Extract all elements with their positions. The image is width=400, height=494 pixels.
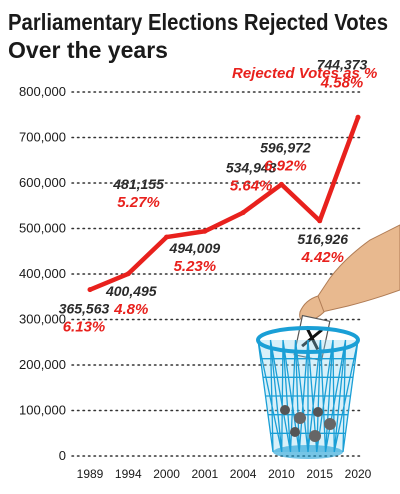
y-axis-ticks: 800,000 700,000 600,000 500,000 400,000 300,0… bbox=[19, 84, 66, 463]
data-labels: 365,563 6.13% 400,495 4.8% 481,155 5.27% 494,0… bbox=[59, 56, 368, 335]
x-tick-label: 1994 bbox=[115, 467, 142, 481]
value-label: 494,009 bbox=[169, 240, 221, 256]
waste-basket bbox=[256, 326, 360, 459]
y-tick-label: 200,000 bbox=[19, 357, 66, 372]
x-tick-label: 2015 bbox=[306, 467, 333, 481]
data-point bbox=[164, 234, 170, 240]
x-tick-label: 2010 bbox=[268, 467, 295, 481]
data-point bbox=[202, 228, 208, 234]
value-label: 596,972 bbox=[260, 139, 311, 155]
y-tick-label: 300,000 bbox=[19, 312, 66, 327]
x-tick-label: 1989 bbox=[77, 467, 104, 481]
rejected-votes-line bbox=[87, 115, 361, 292]
ballot-bin-illustration bbox=[256, 224, 400, 459]
x-tick-label: 2000 bbox=[153, 467, 180, 481]
data-point bbox=[240, 210, 246, 216]
value-label: 516,926 bbox=[297, 231, 348, 247]
legend-label: Rejected Votes as % bbox=[232, 65, 377, 82]
chart-title-line1: Parliamentary Elections Rejected Votes bbox=[8, 9, 388, 35]
percent-label: 4.42% bbox=[300, 249, 344, 266]
y-tick-label: 600,000 bbox=[19, 175, 66, 190]
percent-label: 5.64% bbox=[230, 178, 273, 195]
y-tick-label: 0 bbox=[59, 448, 66, 463]
data-point bbox=[317, 218, 323, 224]
percent-label: 5.23% bbox=[174, 258, 217, 275]
value-label: 400,495 bbox=[105, 283, 157, 299]
data-point bbox=[278, 181, 284, 187]
value-label: 481,155 bbox=[112, 176, 164, 192]
data-points bbox=[87, 114, 361, 293]
y-tick-label: 400,000 bbox=[19, 266, 66, 281]
percent-label: 6.13% bbox=[63, 319, 106, 336]
value-label: 534,948 bbox=[226, 160, 277, 176]
percent-label: 6.92% bbox=[264, 157, 307, 174]
data-point bbox=[125, 271, 131, 277]
data-point bbox=[355, 114, 361, 120]
x-axis-ticks: 1989 1994 2000 2001 2004 2010 2015 2020 bbox=[77, 467, 372, 481]
x-tick-label: 2001 bbox=[192, 467, 219, 481]
percent-label: 4.58% bbox=[320, 74, 364, 91]
value-label: 365,563 bbox=[59, 301, 110, 317]
percent-label: 4.8% bbox=[113, 301, 148, 318]
data-point bbox=[87, 287, 93, 293]
y-tick-label: 800,000 bbox=[19, 84, 66, 99]
y-tick-label: 100,000 bbox=[19, 403, 66, 418]
y-tick-label: 500,000 bbox=[19, 221, 66, 236]
chart-title-line2: Over the years bbox=[8, 37, 168, 63]
value-label: 744,373 bbox=[317, 56, 368, 72]
x-tick-label: 2004 bbox=[230, 467, 257, 481]
x-tick-label: 2020 bbox=[345, 467, 372, 481]
y-tick-label: 700,000 bbox=[19, 130, 66, 145]
percent-label: 5.27% bbox=[117, 194, 160, 211]
